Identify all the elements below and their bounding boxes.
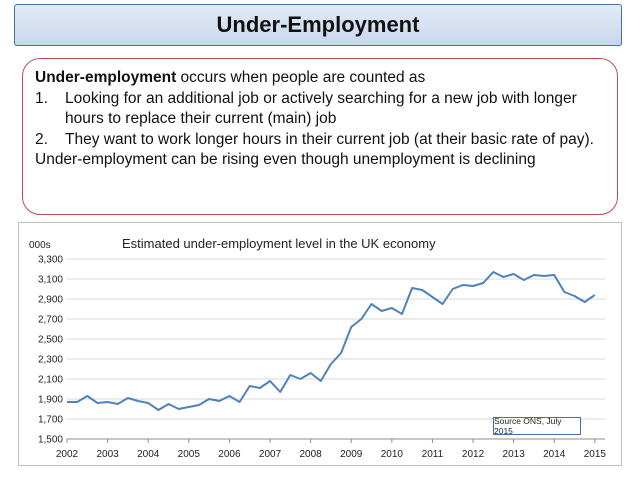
y-tick-label: 1,700	[38, 415, 63, 426]
y-tick-label: 2,700	[38, 315, 63, 326]
definition-conclusion: Under-employment can be rising even thou…	[35, 151, 536, 168]
chart-title: Estimated under-employment level in the …	[122, 236, 436, 251]
slide-title-box: Under-Employment	[14, 4, 622, 46]
definition-intro: Under-employment occurs when people are …	[35, 68, 605, 89]
chart-area: Estimated under-employment level in the …	[18, 222, 622, 466]
x-tick-label: 2013	[503, 449, 526, 460]
series-line	[67, 271, 596, 411]
y-tick-label: 3,100	[38, 275, 63, 286]
x-tick-label: 2010	[381, 449, 404, 460]
source-note-box: Source ONS, July 2015	[493, 416, 581, 436]
definition-item-number: 1.	[35, 89, 48, 107]
series	[67, 271, 596, 411]
source-note: Source ONS, July 2015	[494, 416, 562, 436]
axes	[66, 438, 605, 443]
x-tick-label: 2005	[178, 449, 201, 460]
x-tick-label: 2004	[137, 449, 160, 460]
definition-item-1: 1. Looking for an additional job or acti…	[35, 89, 605, 130]
x-tick-label: 2014	[543, 449, 566, 460]
definition-item-text: Looking for an additional job or activel…	[65, 89, 577, 128]
y-tick-label: 2,300	[38, 355, 63, 366]
x-tick-label: 2009	[340, 449, 363, 460]
y-tick-label: 2,500	[38, 335, 63, 346]
x-tick-label: 2008	[299, 449, 322, 460]
y-tick-label: 1,900	[38, 395, 63, 406]
definition-term: Under-employment	[35, 69, 177, 86]
y-tick-label: 2,900	[38, 295, 63, 306]
labels: Estimated under-employment level in the …	[29, 236, 606, 460]
line-chart: Estimated under-employment level in the …	[29, 236, 606, 460]
x-tick-label: 2007	[259, 449, 282, 460]
slide-title: Under-Employment	[216, 12, 420, 37]
x-tick-label: 2011	[422, 449, 444, 460]
gridlines	[67, 258, 605, 420]
definition-item-2: 2. They want to work longer hours in the…	[35, 130, 605, 151]
definition-item-text: They want to work longer hours in their …	[65, 130, 594, 148]
x-tick-label: 2006	[218, 449, 241, 460]
definition-intro-text: occurs when people are counted as	[176, 69, 426, 86]
y-tick-label: 1,500	[38, 435, 63, 446]
x-tick-label: 2012	[462, 449, 485, 460]
y-tick-label: 2,100	[38, 375, 63, 386]
x-tick-label: 2015	[584, 449, 607, 460]
x-tick-label: 2003	[96, 449, 119, 460]
y-axis-unit-label: 000s	[29, 240, 51, 251]
definition-box: Under-employment occurs when people are …	[22, 58, 618, 215]
y-tick-label: 3,300	[38, 255, 63, 266]
definition-item-number: 2.	[35, 130, 48, 148]
x-tick-label: 2002	[56, 449, 79, 460]
